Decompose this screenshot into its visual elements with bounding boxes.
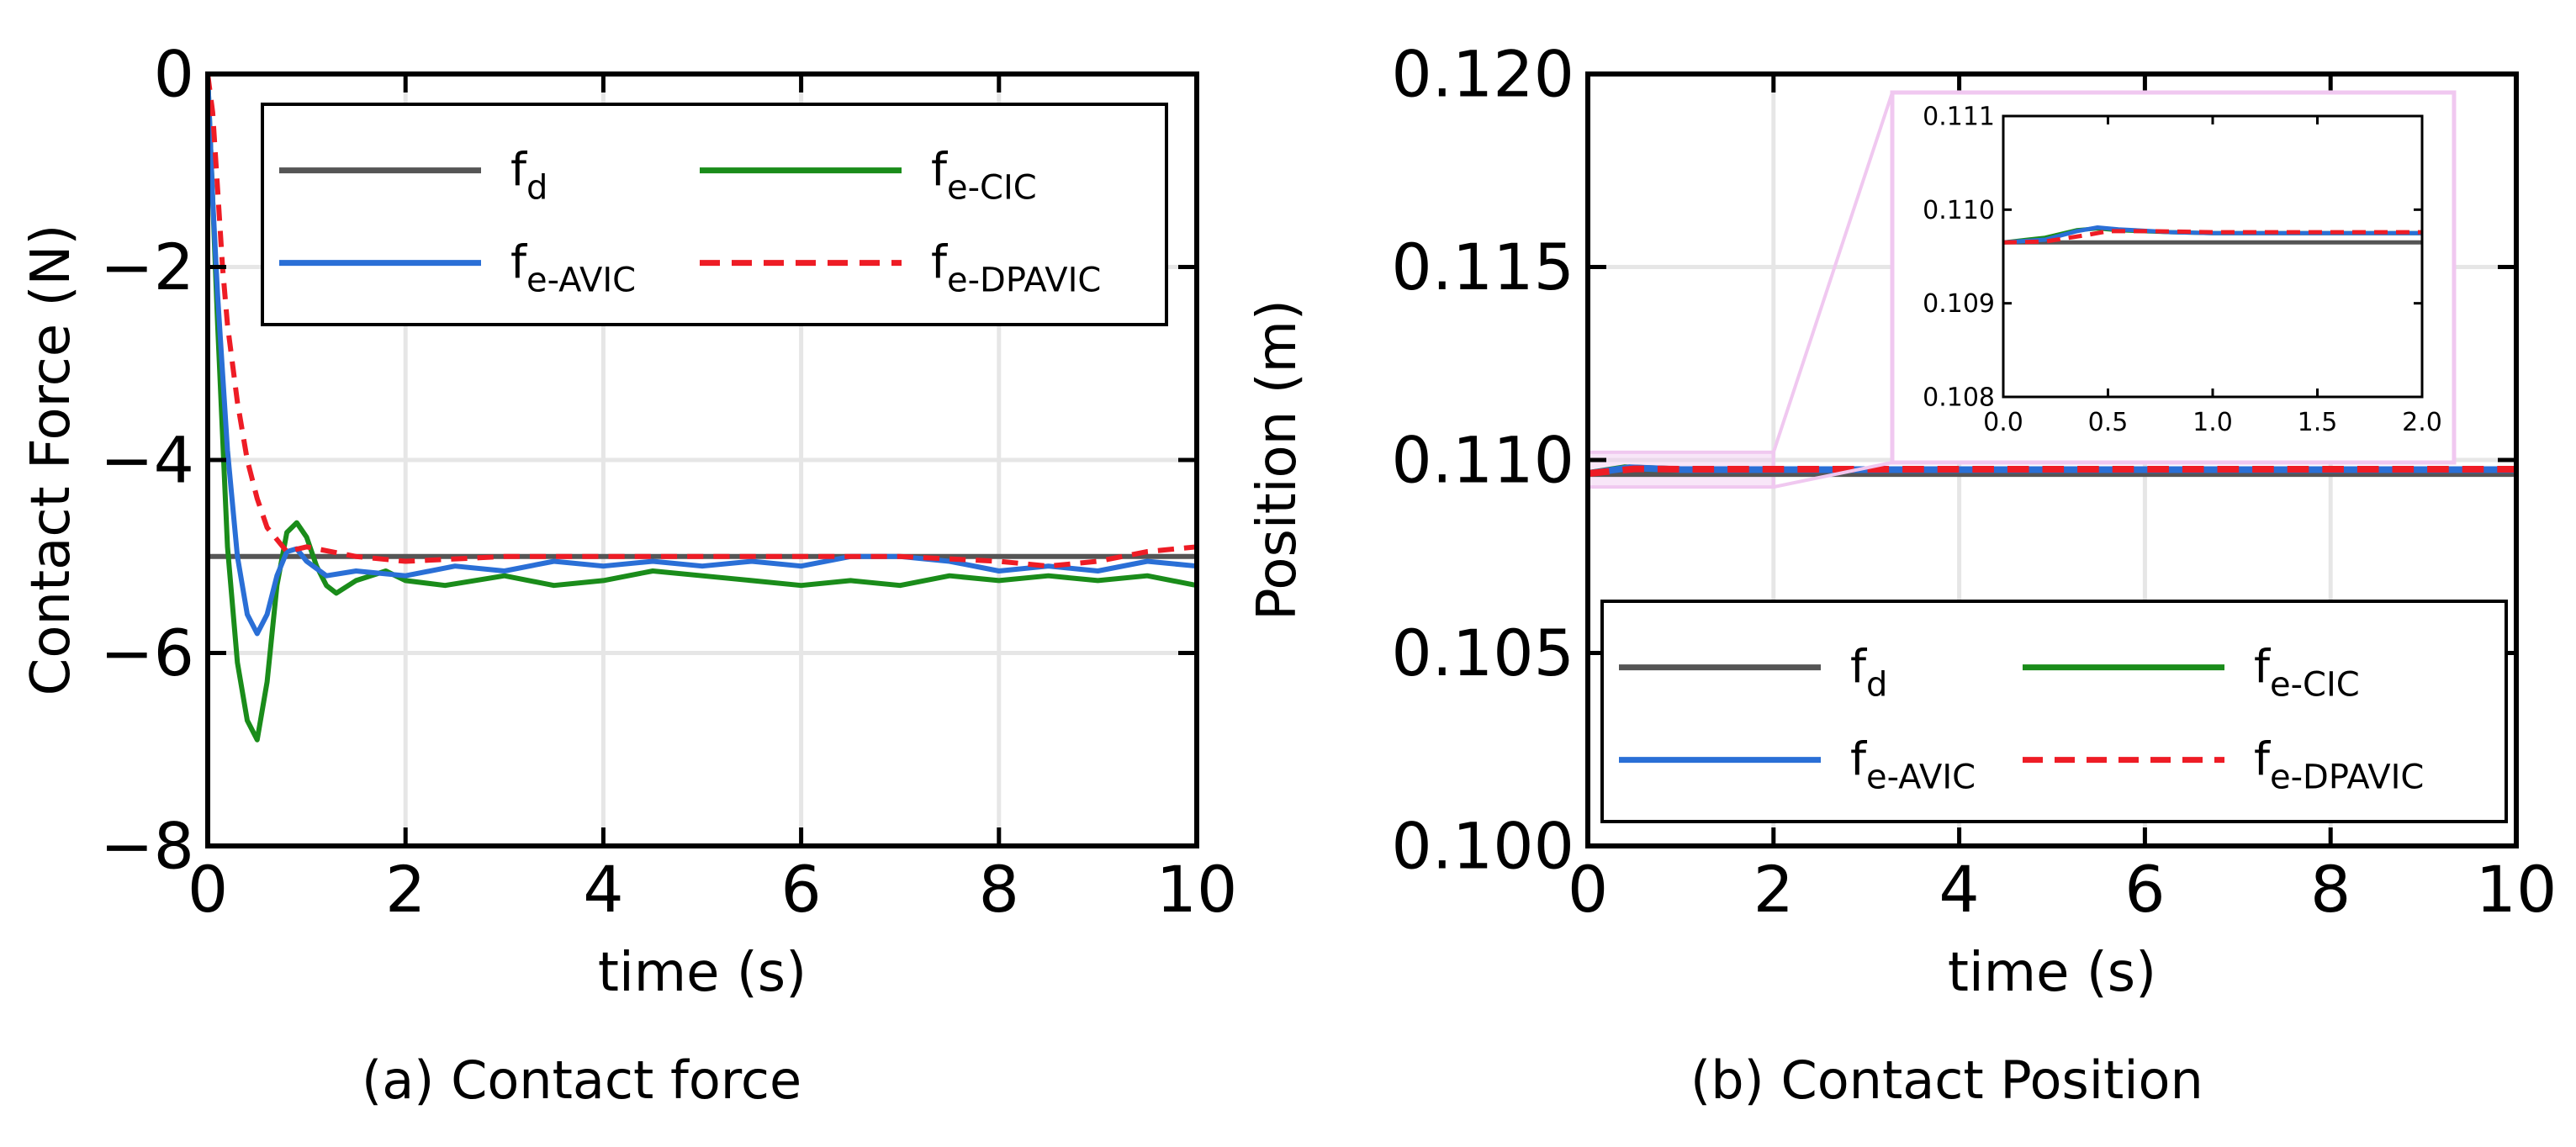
x-tick-label: 2 (385, 852, 426, 927)
y-tick-label: 0.115 (1391, 230, 1574, 304)
x-tick-label: 0 (1568, 852, 1608, 927)
legend-label-dpavic: fe-DPAVIC (2254, 733, 2424, 797)
y-tick-label: 0.120 (1391, 37, 1574, 112)
x-tick-label: 1.0 (2193, 408, 2233, 437)
series-line-e-cic (205, 73, 1198, 743)
y-axis-label: Position (m) (1246, 299, 1309, 621)
x-tick-label: 2.0 (2402, 408, 2442, 437)
y-tick-label: 0.111 (1923, 103, 1995, 132)
y-tick-label: 0.105 (1391, 616, 1574, 690)
legend-label-fd: fd (1850, 641, 1887, 705)
x-tick-label: 8 (979, 852, 1019, 927)
x-tick-label: 0 (188, 852, 228, 927)
chart-contact-force: 0 2 4 6 8 10 0 −2 −4 −6 −8 time (s) Contact Force (N… (20, 37, 1237, 1004)
series-line-e-dpavic (205, 73, 1198, 569)
legend-label-cic: fe-CIC (2254, 641, 2360, 705)
y-tick-label: 0.109 (1923, 289, 1995, 319)
y-tick-label: −6 (100, 616, 194, 690)
series-line-e-dpavic (1587, 465, 2516, 478)
x-tick-label: 8 (2310, 852, 2351, 927)
x-tick-label: 0.0 (1983, 408, 2023, 437)
inset-chart: 0.0 0.5 1.0 1.5 2.0 0.111 0.110 0.109 0.108 (1771, 90, 2457, 489)
legend-label-avic: fe-AVIC (1850, 733, 1976, 797)
x-tick-label: 0.5 (2088, 408, 2129, 437)
y-tick-label: 0.110 (1391, 423, 1574, 498)
legend-box (1600, 600, 2508, 823)
zoom-connector (1773, 461, 1893, 489)
x-axis-label: time (s) (1948, 942, 2156, 1004)
caption-b: (b) Contact Position (1690, 1049, 2203, 1111)
y-tick-label: 0.100 (1391, 809, 1574, 884)
y-tick-label: 0 (154, 37, 194, 112)
legend-label-avic: fe-AVIC (510, 236, 636, 300)
chart-contact-position: 0 2 4 6 8 10 0.120 0.115 0.110 0.105 0.100 time (s)… (1246, 37, 2557, 1004)
x-axis-label: time (s) (598, 942, 807, 1004)
legend-label-cic: fe-CIC (931, 144, 1037, 208)
x-tick-label: 4 (583, 852, 623, 927)
x-tick-label: 1.5 (2298, 408, 2338, 437)
series-line-e-dpavic (2002, 229, 2422, 245)
x-tick-label: 4 (1939, 852, 1979, 927)
y-tick-label: −2 (100, 230, 194, 304)
y-axis-label: Contact Force (N) (20, 225, 82, 696)
y-tick-label: −4 (100, 423, 194, 498)
x-tick-label: 6 (2124, 852, 2165, 927)
x-tick-label: 10 (1156, 852, 1238, 927)
inset-plot-area (2003, 116, 2422, 397)
x-tick-label: 2 (1753, 852, 1794, 927)
y-tick-label: 0.110 (1923, 196, 1995, 225)
y-tick-label: −8 (100, 809, 194, 884)
zoom-connector (1771, 92, 1894, 453)
caption-a: (a) Contact force (362, 1049, 802, 1111)
y-tick-label: 0.108 (1923, 383, 1995, 413)
legend-label-dpavic: fe-DPAVIC (931, 236, 1101, 300)
legend-label-fd: fd (510, 144, 547, 208)
x-tick-label: 6 (780, 852, 821, 927)
legend-box (261, 103, 1168, 326)
x-tick-label: 10 (2476, 852, 2557, 927)
